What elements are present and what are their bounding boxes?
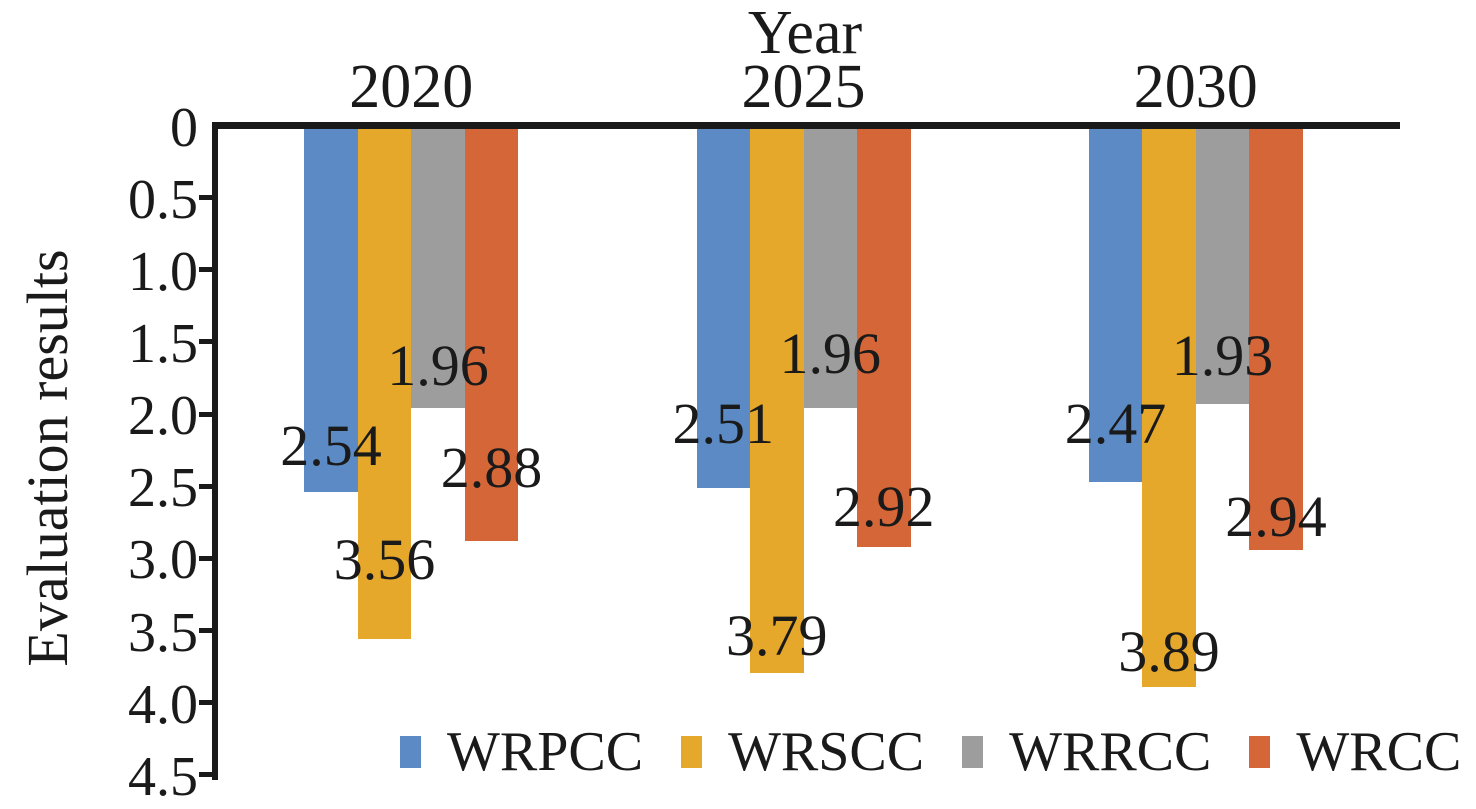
bar-wrcc-2020 — [464, 129, 519, 542]
y-tick-label: 0 — [170, 96, 198, 159]
y-tick-label: 2.0 — [128, 385, 198, 448]
legend-item-wrscc: WRSCC — [681, 724, 924, 780]
bar-wrrcc-2025 — [803, 129, 857, 409]
y-tick-mark — [199, 555, 212, 561]
bar-value-label: 2.47 — [1064, 390, 1167, 456]
bar-value-label: 3.79 — [726, 602, 828, 668]
y-tick-label: 1.5 — [128, 312, 198, 375]
legend-label: WRCC — [1296, 721, 1462, 783]
bar-wrcc-2025 — [857, 129, 911, 547]
y-tick-label: 3.0 — [128, 529, 198, 592]
legend-label: WRRCC — [1009, 721, 1212, 783]
y-tick-mark — [199, 483, 212, 489]
y-tick-mark — [199, 628, 212, 634]
legend-label: WRSCC — [728, 721, 925, 783]
bar-value-label: 2.54 — [280, 413, 382, 479]
category-label: 2020 — [349, 53, 474, 121]
bar-wrscc-2025 — [750, 129, 804, 673]
x-axis-title: Year — [747, 0, 863, 67]
y-tick-label: 0.5 — [128, 168, 198, 231]
bar-wrpcc-2025 — [696, 129, 750, 488]
legend-label: WRPCC — [447, 721, 644, 783]
legend-swatch-wrpcc — [400, 736, 421, 768]
bar-value-label: 1.96 — [387, 333, 489, 399]
legend: WRPCC WRSCC WRRCC WRCC — [400, 724, 1461, 780]
category-label: 2030 — [1133, 53, 1258, 121]
bar-value-label: 3.56 — [333, 527, 436, 593]
bar-wrcc-2030 — [1249, 129, 1303, 550]
legend-item-wrrcc: WRRCC — [962, 724, 1211, 780]
y-tick-mark — [199, 195, 212, 201]
y-axis-line — [212, 122, 218, 780]
legend-swatch-wrrcc — [962, 736, 984, 768]
bar-wrrcc-2030 — [1195, 129, 1250, 405]
bar-value-label: 2.94 — [1225, 483, 1327, 549]
y-tick-label: 4.5 — [128, 745, 198, 808]
y-tick-mark — [199, 700, 212, 706]
bar-value-label: 2.88 — [440, 435, 543, 501]
bar-wrscc-2030 — [1142, 129, 1196, 687]
y-tick-label: 1.0 — [128, 240, 198, 303]
bar-wrpcc-2020 — [304, 129, 358, 493]
bar-value-label: 1.93 — [1171, 323, 1274, 389]
bar-wrscc-2020 — [357, 129, 412, 640]
bar-value-label: 2.92 — [833, 473, 935, 539]
category-label: 2025 — [741, 53, 866, 121]
y-tick-label: 2.5 — [128, 457, 198, 520]
legend-item-wrpcc: WRPCC — [400, 724, 643, 780]
y-tick-mark — [199, 772, 212, 778]
legend-item-wrcc: WRCC — [1249, 724, 1461, 780]
bar-value-label: 1.96 — [779, 321, 882, 387]
bar-wrpcc-2030 — [1088, 129, 1143, 482]
legend-swatch-wrscc — [681, 736, 703, 768]
bar-value-label: 3.89 — [1118, 618, 1220, 684]
y-tick-mark — [199, 411, 212, 417]
bar-value-label: 2.51 — [672, 390, 775, 456]
y-tick-mark — [199, 339, 212, 345]
y-tick-mark — [199, 267, 212, 273]
y-axis-title: Evaluation results — [15, 249, 80, 667]
x-axis-line — [212, 122, 1400, 129]
y-tick-label: 3.5 — [128, 601, 198, 664]
bar-wrrcc-2020 — [411, 129, 465, 409]
legend-swatch-wrcc — [1249, 736, 1271, 768]
y-tick-label: 4.0 — [128, 673, 198, 736]
